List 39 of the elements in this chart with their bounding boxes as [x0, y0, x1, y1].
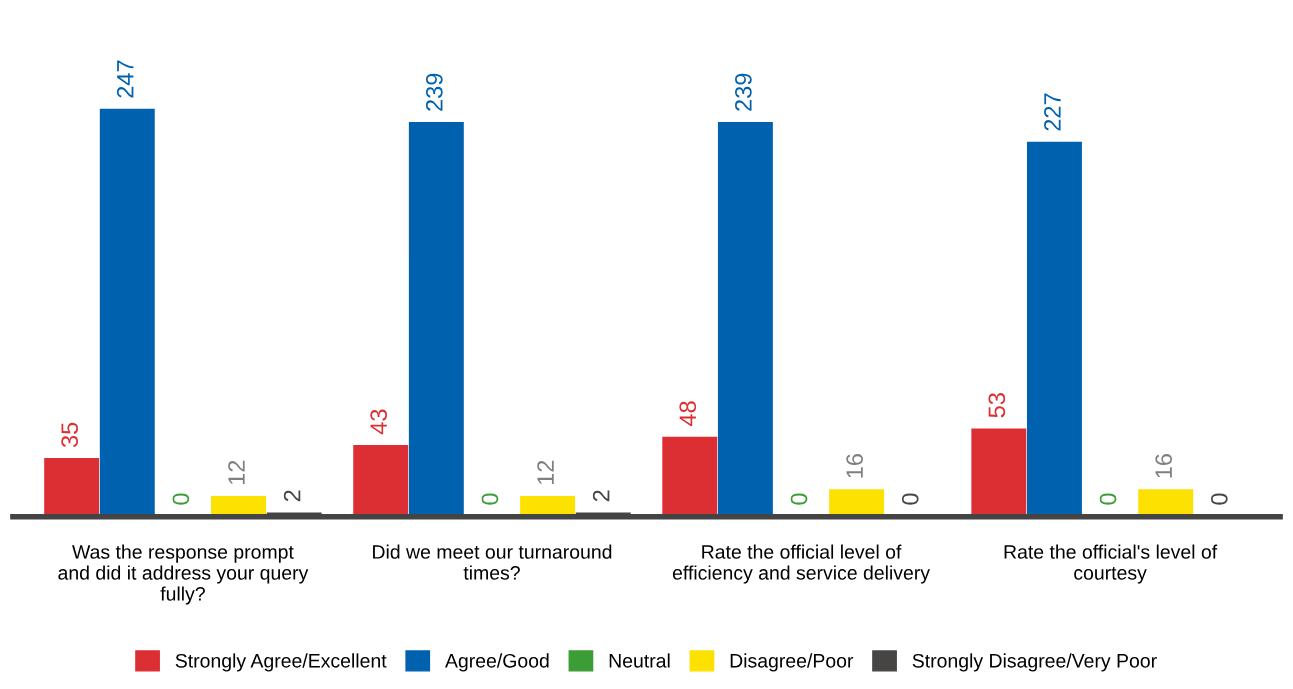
- x-tick-label: Was the response prompt and did it address your query fully?: [58, 544, 309, 605]
- legend-label: Neutral: [609, 653, 670, 668]
- bar: [971, 428, 1027, 517]
- data-label: 43: [370, 409, 388, 435]
- data-label: 12: [537, 460, 554, 485]
- x-tick-label: Did we meet our turnaround times?: [373, 544, 612, 580]
- x-tick-label: Rate the official level of efficiency and service delivery: [672, 544, 930, 584]
- bar: [662, 436, 718, 517]
- legend-label: Disagree/Poor: [730, 653, 854, 672]
- data-label: 0: [1099, 493, 1117, 505]
- bar: [99, 108, 155, 517]
- data-label: 0: [481, 493, 499, 505]
- bar: [44, 458, 100, 517]
- data-label: 35: [61, 422, 78, 448]
- bar: [353, 444, 409, 517]
- data-label: 247: [116, 60, 134, 98]
- bar: [1026, 141, 1082, 517]
- legend-label: Agree/Good: [445, 653, 549, 672]
- data-label: 0: [1210, 493, 1228, 505]
- data-label: 2: [592, 490, 610, 502]
- data-label: 227: [1044, 93, 1061, 131]
- data-label: 0: [901, 493, 919, 505]
- data-label: 12: [228, 460, 245, 485]
- bar: [829, 489, 885, 517]
- data-label: 2: [283, 490, 301, 502]
- data-label: 48: [679, 401, 697, 427]
- data-label: 16: [846, 454, 863, 478]
- legend-label: Strongly Disagree/Very Poor: [912, 653, 1157, 672]
- data-label: 0: [172, 493, 190, 505]
- bar: [1138, 489, 1194, 517]
- bar: [408, 122, 464, 517]
- legend-label: Strongly Agree/Excellent: [175, 653, 387, 672]
- data-label: 239: [425, 73, 443, 111]
- bar: [717, 122, 773, 517]
- data-label: 239: [735, 73, 752, 111]
- data-label: 0: [790, 493, 808, 505]
- data-label: 16: [1155, 454, 1173, 478]
- x-tick-label: Rate the official's level of courtesy: [1004, 544, 1218, 584]
- data-label: 53: [988, 393, 1006, 418]
